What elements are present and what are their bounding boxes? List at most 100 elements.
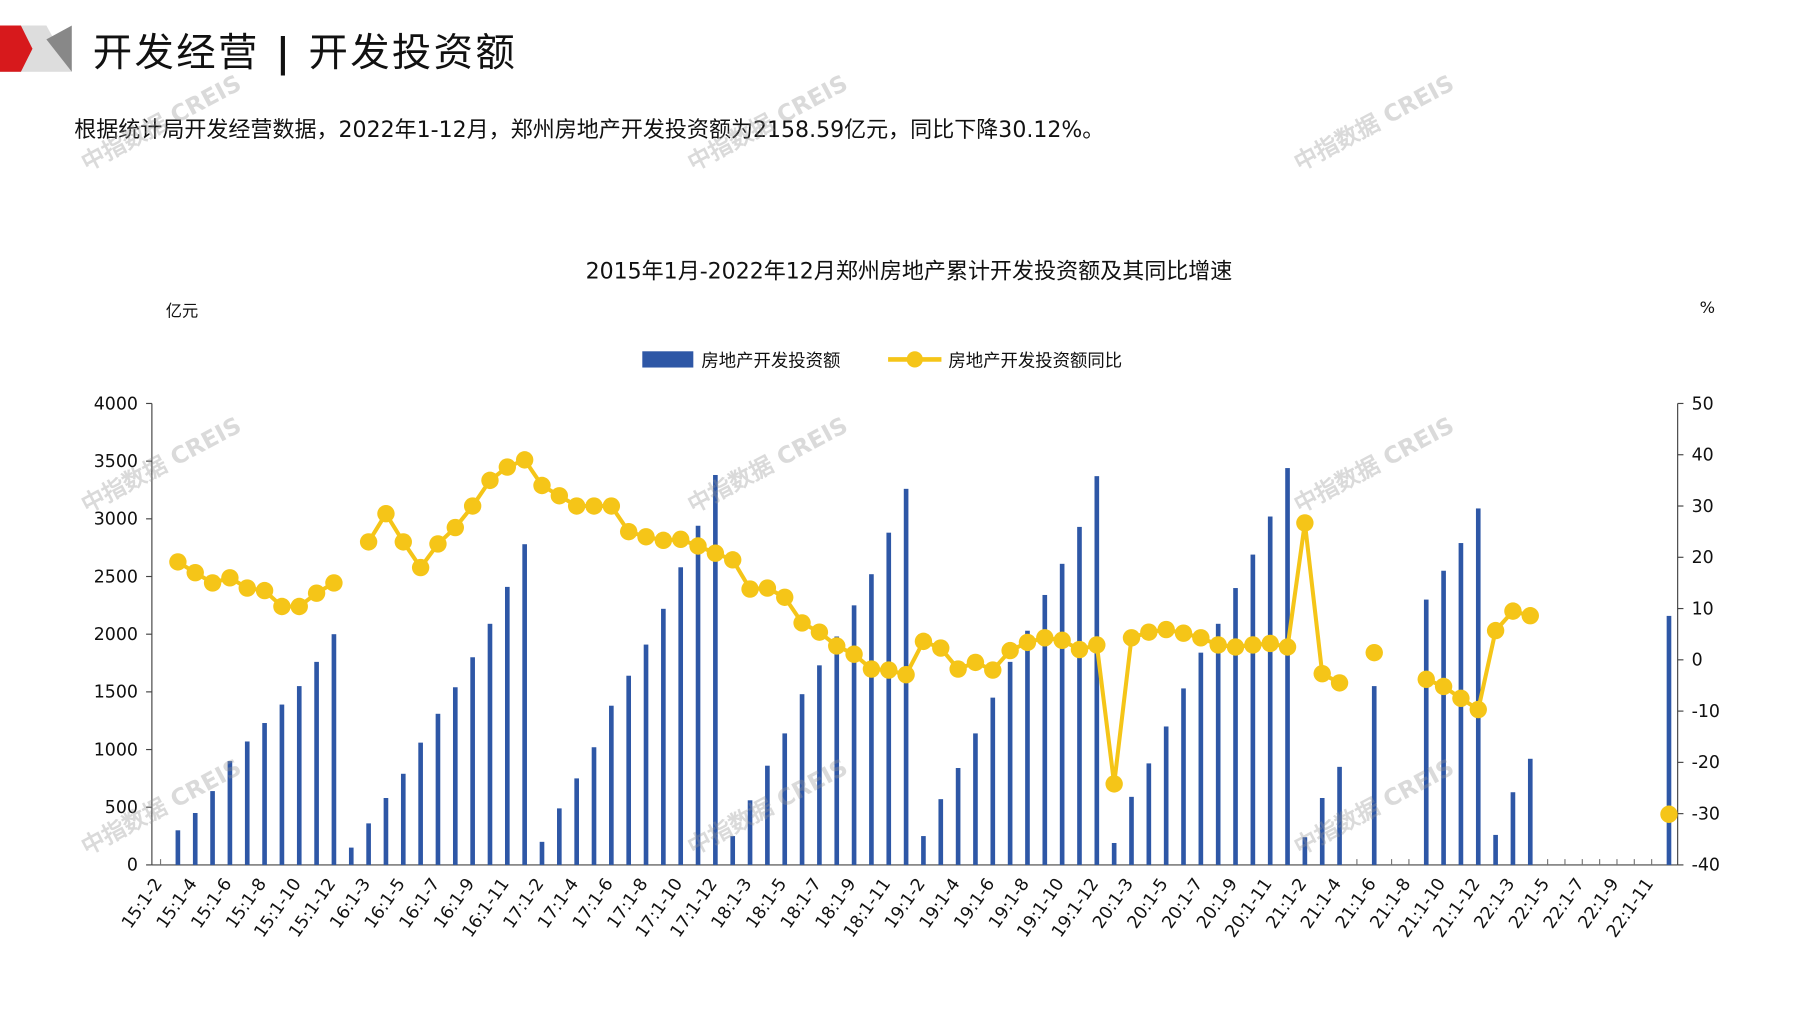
yoy-point [689,537,707,555]
yoy-point [1105,775,1123,793]
bar [1059,563,1065,865]
yoy-point [949,660,967,678]
yoy-point [1330,674,1349,692]
legend-label-bar: 房地产开发投资额 [701,351,840,371]
bar [296,686,302,865]
bar [817,665,822,865]
bar [1233,588,1238,865]
yoy-point [498,458,517,476]
page-title: 开发经营 | 开发投资额 [92,30,518,77]
bar [1007,661,1013,865]
y-tick-label: 1000 [94,740,138,760]
bar [921,836,926,865]
yoy-point [1521,607,1539,625]
bar [574,778,579,865]
yoy-point [203,574,222,592]
bar [1319,798,1325,865]
left-axis-unit: 亿元 [165,302,199,322]
y2-tick-label: 0 [1692,651,1703,671]
bar [695,525,701,865]
bar [400,773,406,865]
bar [1077,526,1082,865]
yoy-point [932,639,950,657]
bar [1475,508,1481,865]
yoy-point [1469,700,1487,719]
yoy-point [966,653,985,672]
yoy-point [724,551,742,569]
yoy-point [897,666,915,684]
y2-tick-label: -40 [1692,856,1720,876]
y-tick-label: 3500 [94,452,138,472]
yoy-point [793,614,811,632]
yoy-line [176,560,335,609]
yoy-point [255,581,274,600]
bar [504,586,510,865]
bar [765,765,770,865]
bar [1181,688,1186,865]
yoy-point [1053,631,1071,650]
bar [1493,834,1498,865]
yoy-point [377,505,395,523]
bar [175,830,181,865]
yoy-point [429,535,447,553]
y2-tick-label: -20 [1692,753,1720,773]
yoy-point [1365,643,1383,662]
yoy-point [1313,664,1331,683]
bar [1094,476,1100,865]
bar [557,808,562,865]
yoy-point [325,574,343,592]
yoy-point [567,497,586,515]
yoy-point [1504,602,1522,620]
bar [1129,796,1134,865]
bar [713,474,718,865]
y-tick-label: 1500 [94,683,138,703]
yoy-point [463,497,482,515]
y2-tick-label: 40 [1692,446,1714,466]
yoy-point [446,518,464,537]
y-tick-label: 2000 [94,625,138,645]
yoy-point [845,645,863,663]
yoy-point [706,544,725,562]
bar [1527,758,1533,865]
bar [244,741,250,865]
yoy-point [1486,621,1505,640]
yoy-point [307,584,326,602]
y2-tick-label: 20 [1692,548,1714,568]
bar [1042,594,1048,865]
bar [452,687,458,865]
yoy-point [1452,689,1470,707]
yoy-point [290,597,308,616]
bar [418,742,423,865]
yoy-point [654,531,673,550]
right-axis-unit: % [1699,299,1716,318]
yoy-point [533,476,551,495]
yoy-point [1157,620,1175,639]
chart-title: 2015年1月-2022年12月郑州房地产累计开发投资额及其同比增速 [585,258,1233,285]
y-tick-label: 4000 [94,394,138,414]
bar [1111,842,1117,865]
bar [643,644,649,865]
yoy-point [238,579,256,597]
bar [470,657,475,865]
bar [955,768,961,865]
bar [262,723,267,865]
yoy-point [828,637,846,655]
yoy-point [1296,514,1314,532]
yoy-point [672,530,690,549]
yoy-point [221,569,239,587]
bar [1666,615,1672,865]
y-tick-label: 2500 [94,567,138,587]
legend-label-line: 房地产开发投资额同比 [948,351,1122,371]
yoy-point [1192,629,1210,647]
yoy-point [810,623,829,641]
bar [591,747,597,865]
bar [661,608,666,865]
bar [487,623,493,865]
bar [626,675,632,865]
yoy-point [1036,629,1054,647]
yoy-point [914,632,933,651]
bar [1423,599,1429,865]
bar [1337,766,1342,865]
bar [886,532,892,865]
bar [799,694,805,865]
